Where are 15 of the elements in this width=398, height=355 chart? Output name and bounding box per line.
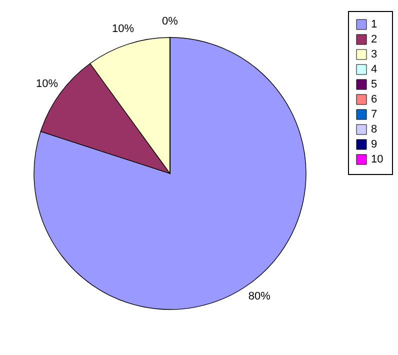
legend-label: 4 [371, 64, 378, 76]
legend-label: 8 [371, 124, 378, 136]
data-label: 80% [248, 290, 271, 302]
legend-label: 6 [371, 94, 378, 106]
legend-label: 3 [371, 48, 378, 60]
legend-label: 5 [371, 78, 378, 90]
legend-label: 10 [371, 154, 384, 166]
text: 0% [162, 16, 178, 28]
legend-label: 1 [371, 18, 378, 30]
legend-label: 7 [371, 108, 378, 120]
legend-label: 9 [371, 138, 378, 150]
legend-label: 2 [371, 34, 378, 46]
pie-slice [34, 37, 306, 310]
data-label: 10% [36, 78, 58, 90]
data-label: 10% [112, 22, 134, 35]
